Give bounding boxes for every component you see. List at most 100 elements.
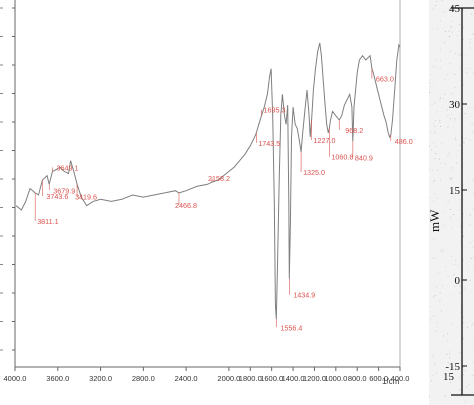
x-tick-label: 3200.0: [89, 374, 112, 383]
dsc-speckle: [458, 55, 460, 56]
dsc-speckle: [429, 92, 430, 93]
dsc-speckle: [444, 225, 445, 227]
annotation-label: 2158.2: [208, 174, 230, 183]
dsc-speckle: [429, 250, 430, 252]
dsc-bottom-label: 15: [443, 371, 455, 383]
dsc-panel: 45 30 15 0 -15 mW 15: [429, 0, 474, 405]
dsc-speckle: [433, 210, 434, 212]
dsc-speckle: [464, 280, 465, 282]
dsc-speckle: [468, 265, 469, 266]
dsc-speckle: [439, 300, 441, 302]
dsc-speckle: [436, 198, 438, 199]
x-tick-label: 1800.0: [239, 374, 262, 383]
x-axis-tick-labels: 4000.0 3600.0 3200.0 2800.0 2400.0 2000.01800…: [4, 374, 410, 383]
annotation-label: 3649.1: [57, 163, 79, 172]
dsc-speckle: [431, 149, 433, 151]
dsc-y-axis-label: mW: [429, 209, 442, 232]
x-tick-label: 3600.0: [46, 374, 69, 383]
dsc-speckle: [433, 296, 435, 298]
dsc-speckle: [439, 299, 441, 301]
x-tick-label: 1600.0: [260, 374, 283, 383]
dsc-speckle: [451, 227, 452, 228]
dsc-speckle: [472, 131, 473, 133]
dsc-speckle: [470, 67, 472, 69]
dsc-speckle: [449, 209, 451, 210]
dsc-speckle: [429, 82, 430, 84]
dsc-speckle: [433, 200, 434, 202]
x-tick-label: 600.0: [369, 374, 388, 383]
dsc-speckle: [470, 13, 472, 15]
dsc-speckle: [440, 126, 441, 127]
dsc-speckle: [451, 177, 453, 179]
dsc-speckle: [462, 338, 464, 340]
dsc-speckle: [438, 159, 440, 161]
dsc-speckle: [462, 259, 464, 261]
dsc-speckle: [467, 178, 469, 180]
dsc-speckle: [450, 178, 451, 180]
dsc-speckle: [451, 113, 452, 115]
dsc-speckle: [455, 53, 457, 55]
dsc-speckle: [440, 250, 442, 252]
dsc-speckle: [447, 126, 449, 128]
dsc-speckle: [430, 131, 431, 132]
dsc-speckle: [449, 357, 450, 359]
dsc-speckle: [459, 389, 460, 390]
x-tick-label: 400.0: [391, 374, 410, 383]
y-axis-ticks: [0, 7, 15, 351]
dsc-speckle: [447, 362, 449, 363]
dsc-speckle: [435, 66, 436, 68]
dsc-speckle: [450, 216, 451, 218]
dsc-speckle: [433, 353, 435, 355]
dsc-speckle: [472, 33, 474, 35]
dsc-speckle: [434, 158, 436, 159]
dsc-speckle: [451, 26, 452, 27]
dsc-speckle: [469, 107, 471, 108]
dsc-speckle: [440, 97, 441, 99]
dsc-speckle: [465, 54, 466, 56]
dsc-speckle: [434, 47, 436, 49]
dsc-speckle: [433, 238, 435, 240]
dsc-speckle: [460, 226, 462, 228]
dsc-speckle: [462, 316, 464, 318]
dsc-speckle: [440, 20, 441, 22]
dsc-speckle: [434, 364, 436, 365]
dsc-paper-background: [429, 0, 474, 405]
dsc-speckle: [440, 249, 442, 250]
dsc-speckle: [436, 111, 438, 113]
dsc-speckle: [434, 132, 435, 134]
dsc-speckle: [463, 142, 465, 144]
dsc-speckle: [430, 86, 431, 87]
dsc-speckle: [469, 42, 471, 44]
dsc-speckle: [451, 256, 453, 257]
dsc-speckle: [430, 217, 432, 219]
dsc-speckle: [449, 177, 451, 179]
dsc-speckle: [455, 259, 456, 261]
dsc-speckle: [452, 366, 453, 368]
dsc-speckle: [442, 285, 443, 287]
dsc-speckle: [440, 162, 442, 164]
dsc-speckle: [457, 103, 458, 104]
annotation-label: 1743.5: [258, 139, 280, 148]
dsc-speckle: [469, 139, 470, 141]
dsc-speckle: [460, 312, 462, 314]
dsc-speckle: [429, 168, 431, 170]
x-axis-label: 1/cm: [382, 377, 400, 386]
dsc-speckle: [454, 370, 456, 371]
dsc-speckle: [448, 30, 450, 32]
dsc-speckle: [436, 286, 437, 288]
dsc-speckle: [471, 123, 473, 124]
plot-frame: [14, 0, 401, 368]
dsc-speckle: [436, 322, 438, 324]
dsc-speckle: [459, 24, 461, 25]
dsc-speckle: [453, 213, 454, 215]
spectrum-line: [15, 42, 401, 320]
dsc-speckle: [459, 285, 460, 287]
annotation-label: 1695.3: [263, 106, 285, 115]
dsc-y-tick-label: 30: [449, 99, 461, 111]
dsc-speckle: [435, 153, 437, 154]
dsc-speckle: [434, 125, 436, 127]
dsc-speckle: [456, 155, 458, 157]
dsc-speckle: [435, 59, 437, 61]
dsc-speckle: [466, 72, 468, 73]
